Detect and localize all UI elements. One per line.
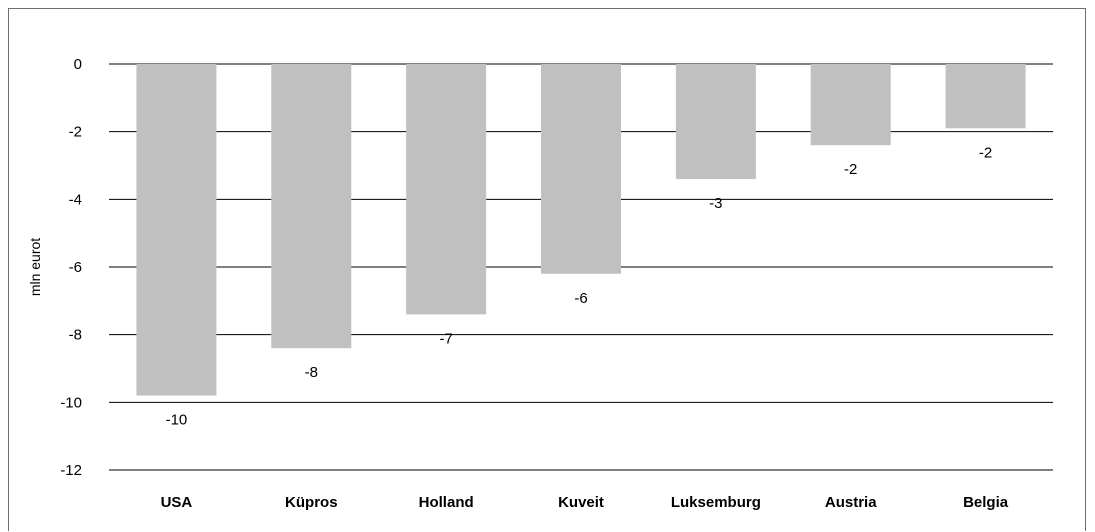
y-axis-ticks: 0 -2 -4 -6 -8 -10 -12 (60, 56, 82, 479)
bar (810, 64, 891, 146)
data-label: -7 (439, 330, 452, 347)
data-label: -10 (166, 412, 188, 429)
y-tick-label: 0 (74, 56, 82, 73)
data-label: -8 (305, 364, 318, 381)
x-category-label: Küpros (285, 494, 338, 511)
data-label: -2 (979, 144, 992, 161)
bars (136, 64, 1026, 396)
x-category-label: Kuveit (558, 494, 604, 511)
y-tick-label: -12 (60, 462, 82, 479)
y-tick-label: -8 (69, 327, 82, 344)
x-category-label: Austria (825, 494, 877, 511)
x-category-label: Belgia (963, 494, 1009, 511)
y-tick-label: -6 (69, 259, 82, 276)
bar (136, 64, 217, 396)
bar (541, 64, 621, 274)
y-tick-label: -2 (69, 124, 82, 141)
bar (675, 64, 756, 180)
x-axis-categories: USA Küpros Holland Kuveit Luksemburg Austria B… (161, 494, 1009, 511)
data-label: -3 (709, 195, 722, 212)
x-category-label: Luksemburg (671, 494, 761, 511)
bar (406, 64, 487, 315)
bar (945, 64, 1026, 129)
x-category-label: USA (161, 494, 193, 511)
data-labels: -10 -8 -7 -6 -3 -2 -2 (166, 144, 993, 428)
x-category-label: Holland (419, 494, 474, 511)
y-tick-label: -10 (60, 394, 82, 411)
data-label: -6 (574, 290, 587, 307)
y-axis-label: mln eurot (27, 238, 43, 296)
y-tick-label: -4 (69, 191, 82, 208)
bar (271, 64, 352, 349)
data-label: -2 (844, 161, 857, 178)
